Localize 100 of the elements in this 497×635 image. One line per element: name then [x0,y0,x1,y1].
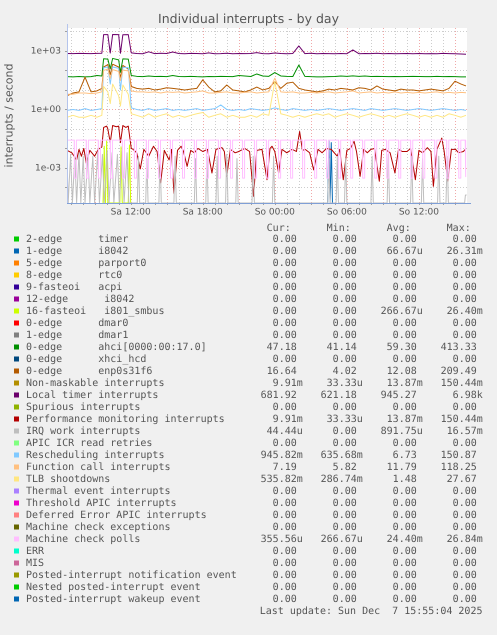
text: 0.00 [392,282,417,294]
text: 0.00 [452,510,477,522]
text: 0.00 [392,234,417,246]
text: 0.00 [452,546,477,558]
legend-label: Machine check polls [26,534,140,546]
text: 266.67u [320,534,363,546]
text: 0.00 [392,318,417,330]
text: 0.00 [272,594,297,606]
text: 0.00 [332,306,357,318]
text: 0.00 [332,282,357,294]
legend-label: Deferred Error APIC interrupts [26,510,207,522]
text: 891.75u [380,426,423,438]
text: 0.00 [332,330,357,342]
text: 945.82m [260,450,303,462]
text: 0.00 [452,318,477,330]
text: 0.00 [272,270,297,282]
text: 6.73 [392,450,417,462]
text: 26.40m [446,306,483,318]
text: 6.98k [452,390,483,402]
text: 0.00 [452,438,477,450]
text: 33.33u [326,414,363,426]
text: 150.87 [440,450,477,462]
text: 0.00 [452,294,477,306]
text: 0.00 [332,246,357,258]
text: 7.19 [272,462,297,474]
legend-label: 0-edge xhci_hcd [26,354,146,366]
text: 0.00 [332,426,357,438]
text: 535.82m [260,474,303,486]
text: 0.00 [392,558,417,570]
text: 24.40m [386,534,423,546]
text: 0.00 [452,486,477,498]
text: 0.00 [332,558,357,570]
text: 118.25 [440,462,477,474]
legend-label: Rescheduling interrupts [26,450,164,462]
text: 66.67u [386,246,423,258]
text: 945.27 [380,390,417,402]
text: 44.44u [266,426,303,438]
text: 41.14 [326,342,357,354]
legend-label: 9-fasteoi acpi [26,282,122,294]
text: 5.82 [332,462,357,474]
legend-label: 0-edge dmar0 [26,318,128,330]
legend-label: IRQ work interrupts [26,426,140,438]
legend-label: MIS [26,558,44,570]
text: 0.00 [272,294,297,306]
text: 0.00 [332,570,357,582]
y-tick-label: 1e+00 [30,104,62,115]
text: 0.00 [452,522,477,534]
text: 0.00 [332,594,357,606]
text: 150.44m [440,414,483,426]
text: 0.00 [332,546,357,558]
legend-label: Performance monitoring interrupts [26,414,225,426]
text: 0.00 [452,270,477,282]
text: 12.08 [386,366,417,378]
text: 0.00 [272,582,297,594]
text: 0.00 [332,498,357,510]
text: 59.30 [386,342,417,354]
text: 0.00 [272,510,297,522]
text: 4.02 [332,366,357,378]
text: 0.00 [272,330,297,342]
legend-label: 5-edge parport0 [26,258,146,270]
text: 0.00 [392,258,417,270]
text: 27.67 [446,474,477,486]
legend-label: Non-maskable interrupts [26,378,164,390]
text: 33.33u [326,378,363,390]
text: 0.00 [392,330,417,342]
text: 0.00 [332,582,357,594]
text: 0.00 [452,570,477,582]
text: Last update: Sun Dec 7 15:55:04 2025 [260,606,482,618]
text: 0.00 [332,402,357,414]
legend-label: 1-edge dmar1 [26,330,128,342]
text: 0.00 [392,522,417,534]
text: 13.87m [386,414,423,426]
text: 16.64 [266,366,297,378]
text: 0.00 [272,306,297,318]
text: 0.00 [392,270,417,282]
text: 0.00 [452,582,477,594]
text: 0.00 [272,438,297,450]
legend-label: 8-edge rtc0 [26,270,122,282]
text: 0.00 [272,318,297,330]
text: 0.00 [272,354,297,366]
text: 0.00 [392,402,417,414]
y-tick-label: 1e-03 [35,163,61,174]
legend-label: 2-edge timer [26,234,128,246]
text: 0.00 [392,294,417,306]
text: 0.00 [452,282,477,294]
legend-label: 12-edge i8042 [26,294,134,306]
text: 0.00 [272,402,297,414]
text: 0.00 [452,558,477,570]
text: 0.00 [332,510,357,522]
legend-label: Posted-interrupt notification event [26,570,237,582]
text: 0.00 [332,522,357,534]
text: 681.92 [260,390,297,402]
x-tick-label: Sa 18:00 [182,208,224,218]
text: 0.00 [272,498,297,510]
text: 0.00 [452,330,477,342]
legend-label: Spurious interrupts [26,402,140,414]
text: 0.00 [452,594,477,606]
text: Min: [326,223,351,234]
text: 621.18 [320,390,357,402]
x-tick-label: So 00:00 [254,208,296,218]
